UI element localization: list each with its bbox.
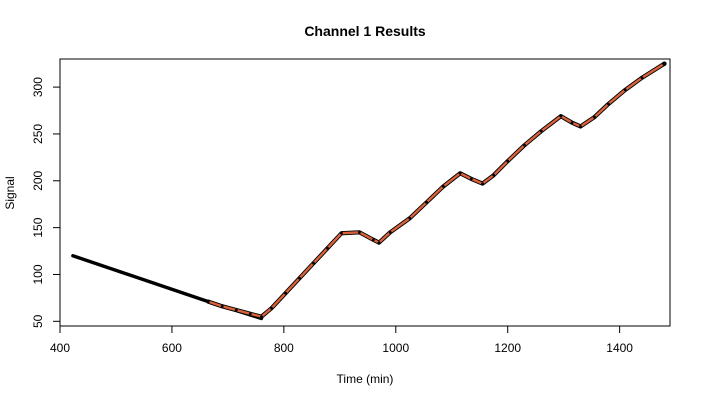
data-point — [506, 159, 510, 163]
data-point — [523, 143, 526, 147]
y-tick-label: 250 — [31, 124, 45, 144]
data-point — [539, 129, 543, 133]
y-tick-label: 100 — [31, 264, 45, 284]
data-point — [623, 88, 627, 92]
x-tick-label: 1400 — [606, 341, 633, 355]
data-point — [640, 76, 644, 80]
data-point — [559, 114, 563, 118]
data-point — [408, 216, 412, 220]
x-tick-label: 800 — [274, 341, 294, 355]
chart-title: Channel 1 Results — [304, 23, 426, 39]
y-tick-label: 50 — [31, 314, 45, 328]
data-point — [593, 115, 596, 119]
y-tick-label: 150 — [31, 217, 45, 237]
x-axis: 400 600 800 1000 1200 1400 — [50, 325, 633, 355]
data-point — [270, 306, 273, 310]
data-point — [607, 102, 610, 106]
data-point — [469, 177, 473, 181]
data-point — [248, 312, 252, 316]
data-point — [260, 315, 263, 319]
data-point — [371, 238, 375, 242]
x-tick-label: 1000 — [382, 341, 409, 355]
y-tick-label: 300 — [31, 77, 45, 97]
data-point — [234, 308, 238, 312]
orange-series-outline — [206, 61, 667, 319]
data-point — [570, 121, 574, 125]
data-point — [458, 171, 462, 175]
data-point — [298, 276, 301, 280]
data-point — [441, 185, 445, 188]
data-point — [206, 300, 210, 304]
data-point — [579, 125, 582, 128]
x-axis-label: Time (min) — [337, 372, 394, 386]
y-axis: 50 100 150 200 250 300 — [31, 77, 61, 328]
y-tick-label: 200 — [31, 170, 45, 190]
data-point — [284, 291, 287, 295]
plot-frame — [59, 58, 671, 327]
data-point — [388, 230, 392, 234]
y-axis-label: Signal — [3, 176, 17, 209]
data-point — [377, 241, 381, 245]
data-point — [326, 246, 329, 250]
data-point — [312, 261, 315, 265]
data-point — [358, 230, 361, 234]
data-point — [220, 304, 224, 308]
data-point — [481, 182, 484, 186]
x-tick-label: 600 — [162, 341, 182, 355]
data-point — [425, 200, 428, 204]
end-point — [662, 61, 667, 66]
data-point — [340, 231, 343, 235]
data-point — [492, 173, 496, 177]
x-tick-label: 400 — [50, 341, 70, 355]
x-tick-label: 1200 — [494, 341, 521, 355]
series-layer — [71, 61, 667, 321]
